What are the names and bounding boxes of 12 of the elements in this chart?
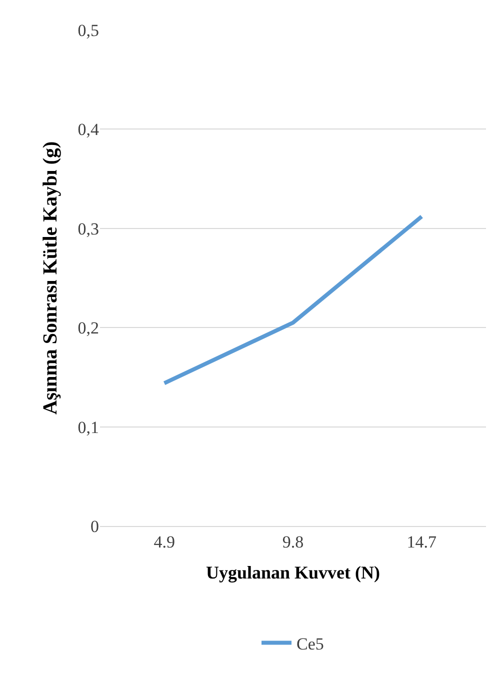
y-tick-label: 0,3 (78, 219, 99, 238)
x-axis-title: Uygulanan Kuvvet (N) (206, 562, 380, 582)
legend-label: Ce5 (296, 634, 324, 654)
y-tick-label: 0,4 (78, 120, 100, 140)
y-tick-label: 0,1 (78, 418, 99, 437)
y-tick-label: 0 (90, 516, 99, 536)
x-tick-label: 14.7 (406, 532, 438, 552)
y-axis-title: Aşınma Sonrası Kütle Kaybı (g) (39, 141, 62, 415)
x-tick-label: 9.8 (282, 532, 304, 552)
y-tick-label: 0,2 (78, 318, 99, 338)
y-tick-label: 0,5 (78, 20, 99, 40)
x-tick-label: 4.9 (154, 532, 175, 552)
